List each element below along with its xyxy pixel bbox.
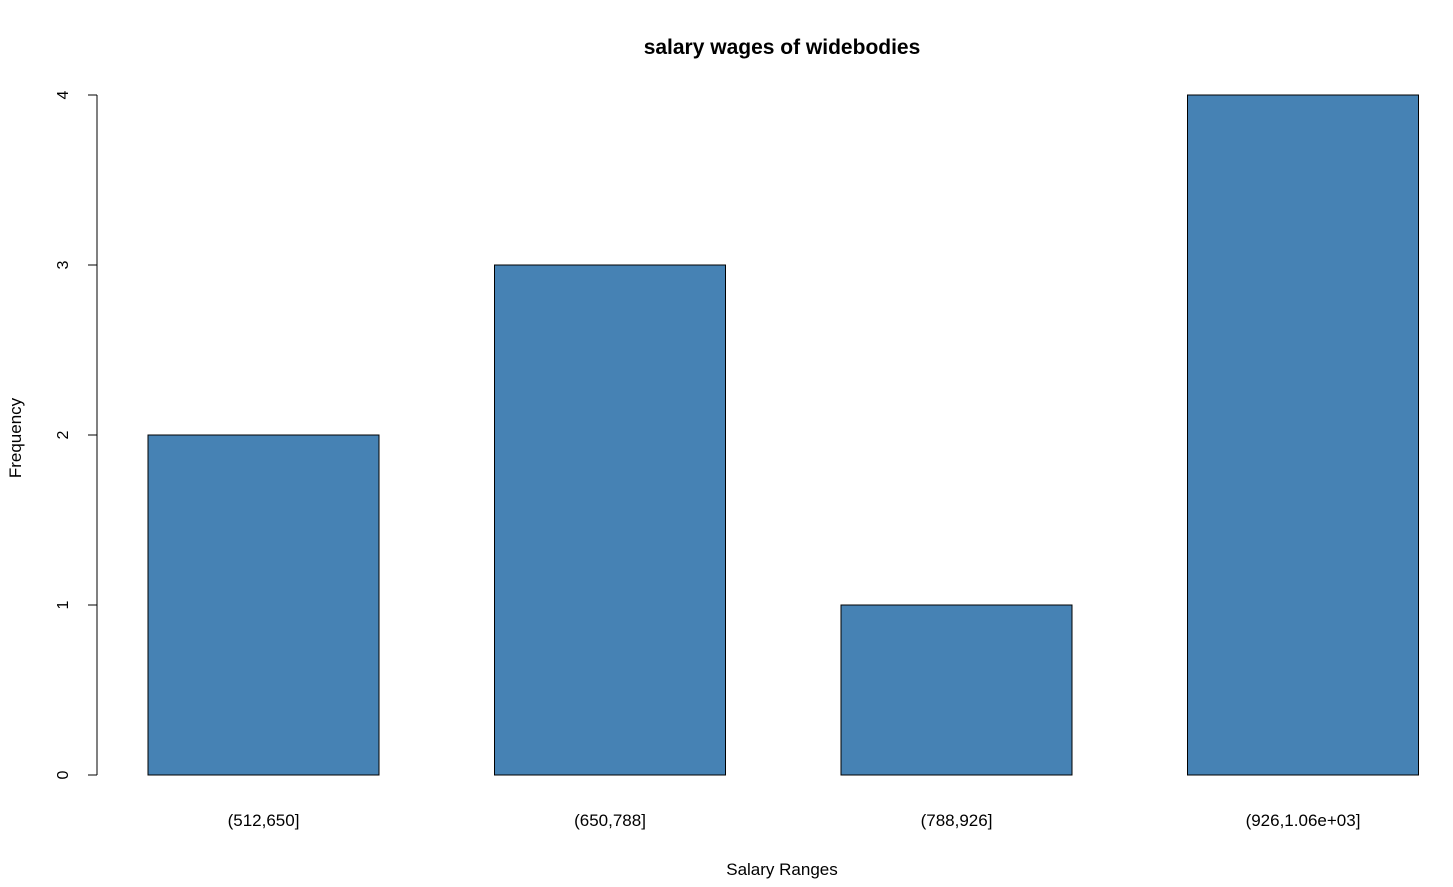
y-axis: 0 1 2 3 4	[55, 90, 98, 779]
chart-title: salary wages of widebodies	[644, 36, 921, 59]
y-tick-label: 2	[55, 430, 72, 439]
x-tick-label: (650,788]	[574, 811, 646, 830]
y-tick-label: 1	[55, 600, 72, 609]
bars-group	[147, 94, 1419, 776]
y-axis-label: Frequency	[6, 397, 25, 478]
y-tick-label: 4	[55, 90, 72, 99]
x-tick-label: (788,926]	[921, 811, 993, 830]
bar	[494, 264, 726, 776]
bar	[147, 434, 380, 776]
y-tick-label: 0	[55, 770, 72, 779]
x-tick-label: (926,1.06e+03]	[1246, 811, 1361, 830]
x-tick-label: (512,650]	[228, 811, 300, 830]
bar	[1187, 94, 1419, 776]
bar	[840, 604, 1073, 776]
x-tick-labels: (512,650] (650,788] (788,926] (926,1.06e+03…	[228, 811, 1361, 830]
y-tick-label: 3	[55, 260, 72, 269]
x-axis-label: Salary Ranges	[726, 860, 838, 879]
